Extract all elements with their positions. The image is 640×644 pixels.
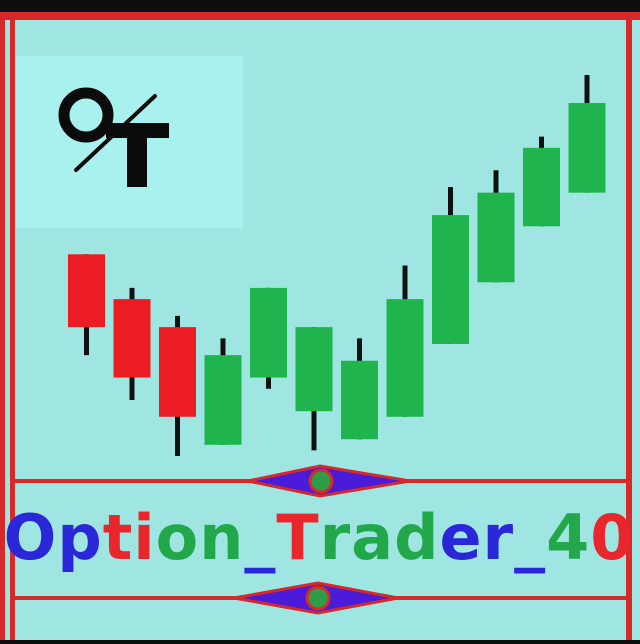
candle-body-bullish (341, 360, 378, 440)
candle-body-bullish (523, 147, 560, 227)
brand-segment-4: _ (244, 501, 277, 574)
candle-body-bullish (295, 327, 333, 412)
brand-segment-2: ti (102, 501, 156, 574)
candle-body-bullish (250, 287, 287, 378)
candle-body-bullish (432, 215, 469, 344)
frame-left-outer (0, 12, 5, 640)
candle-body-bullish (386, 299, 424, 417)
brand-segment-5: T (276, 501, 320, 574)
upper-dot (308, 468, 334, 494)
upper-ornament (247, 464, 411, 498)
logo-o-ring (58, 87, 114, 143)
lower-dot (305, 585, 331, 611)
lower-ornament (233, 581, 399, 615)
frame-top (0, 12, 640, 20)
brand-segment-1: Op (3, 501, 103, 574)
top-black-band (0, 0, 640, 12)
candle-body-bearish (68, 254, 105, 328)
candle-body-bearish (159, 327, 196, 417)
candlestick-series (68, 75, 606, 456)
brand-segment-3: on (155, 501, 245, 574)
frame-left-inner (10, 12, 15, 640)
option-trader-logo (58, 87, 169, 187)
brand-segment-6: rad (319, 501, 440, 574)
candle-body-bullish (477, 192, 515, 283)
frame-right (626, 12, 632, 640)
candle-body-bullish (568, 103, 606, 193)
candle-body-bearish (113, 299, 151, 378)
candle-body-bullish (204, 355, 242, 445)
logo-t-stem (127, 123, 147, 187)
brand-segment-7: er_ (439, 501, 547, 574)
brand-segment-9: 0 (590, 501, 635, 574)
brand-segment-8: 4 (546, 501, 591, 574)
